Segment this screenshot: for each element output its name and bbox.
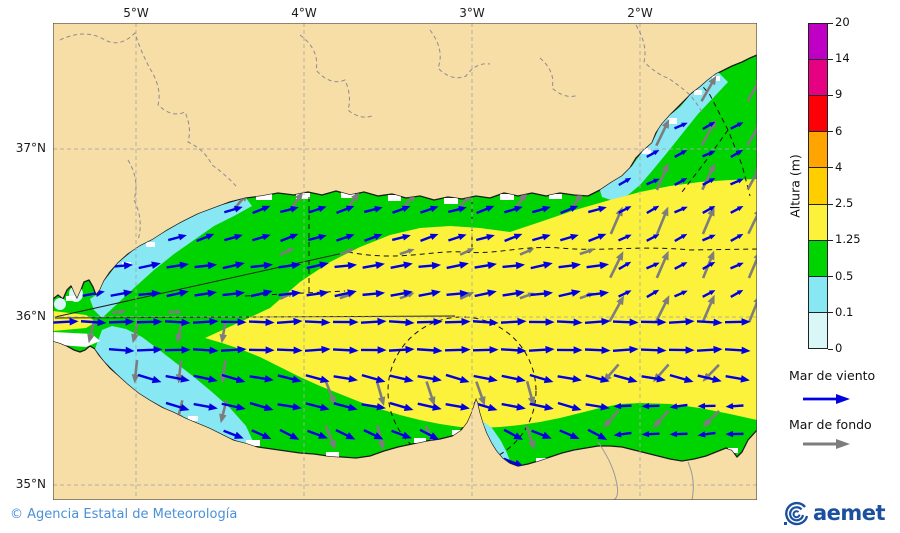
cyan-band-northeast-coast [600, 72, 728, 201]
longitude-label: 4°W [291, 6, 317, 20]
colorbar-tick [828, 276, 833, 278]
aemet-logo: aemet [782, 499, 886, 527]
colorbar-segment [809, 60, 827, 97]
colorbar-value-label: 6 [835, 123, 843, 138]
wave-height-colorbar [808, 23, 828, 349]
latitude-label: 35°N [15, 477, 46, 491]
colorbar-tick [828, 131, 833, 133]
latitude-label: 36°N [15, 309, 46, 323]
colorbar-segment [809, 276, 827, 313]
strait-fan-lines [54, 251, 456, 319]
legend-swell-label: Mar de fondo [789, 417, 872, 432]
colorbar-segment [809, 204, 827, 241]
colorbar-value-label: 0.5 [835, 268, 854, 283]
wind-arrows-layer [53, 121, 751, 466]
colorbar-tick [828, 94, 833, 96]
colorbar-segment [809, 96, 827, 133]
colorbar-tick [828, 239, 833, 241]
land-border-lines [597, 441, 694, 500]
colorbar-tick [828, 22, 833, 24]
legend-wind-label: Mar de viento [789, 368, 876, 383]
cyan-band-northwest-coast [90, 198, 252, 318]
copyright-text: © Agencia Estatal de Meteorología [10, 507, 238, 522]
longitude-label: 2°W [627, 6, 653, 20]
colorbar-segment [809, 312, 827, 348]
wind-arrow-icon [803, 394, 850, 404]
colorbar-value-label: 20 [835, 15, 850, 29]
aemet-swirl-icon [784, 501, 809, 526]
longitude-label: 3°W [459, 6, 485, 20]
swell-arrow-icon [803, 439, 850, 449]
graticule-gridlines [53, 23, 757, 500]
colorbar-tick [828, 312, 833, 314]
cyan-band-southwest-coast [95, 326, 256, 448]
longitude-label: 5°W [123, 6, 149, 20]
colorbar-value-label: 0.1 [835, 304, 854, 319]
colorbar-value-label: 1.25 [835, 232, 861, 247]
colorbar-value-label: 0 [835, 341, 843, 355]
colorbar-segment [809, 24, 827, 61]
colorbar-segment [809, 168, 827, 205]
colorbar-tick [828, 58, 833, 60]
swell-arrows-layer [87, 75, 757, 451]
colorbar-segment [809, 240, 827, 277]
colorbar-tick [828, 167, 833, 169]
latitude-label: 37°N [15, 141, 46, 155]
colorbar-value-label: 2.5 [835, 196, 854, 211]
colorbar-tick [828, 348, 833, 350]
colorbar-title: Altura (m) [787, 154, 803, 218]
aemet-logo-text: aemet [813, 501, 886, 525]
colorbar-tick [828, 203, 833, 205]
colorbar-value-label: 4 [835, 159, 843, 174]
pale-cyan-patch [54, 298, 66, 310]
colorbar-value-label: 14 [835, 51, 850, 66]
colorbar-value-label: 9 [835, 87, 843, 102]
alboran-sea-map [53, 23, 757, 500]
land-admin-boundaries [59, 24, 703, 241]
colorbar-segment [809, 132, 827, 169]
